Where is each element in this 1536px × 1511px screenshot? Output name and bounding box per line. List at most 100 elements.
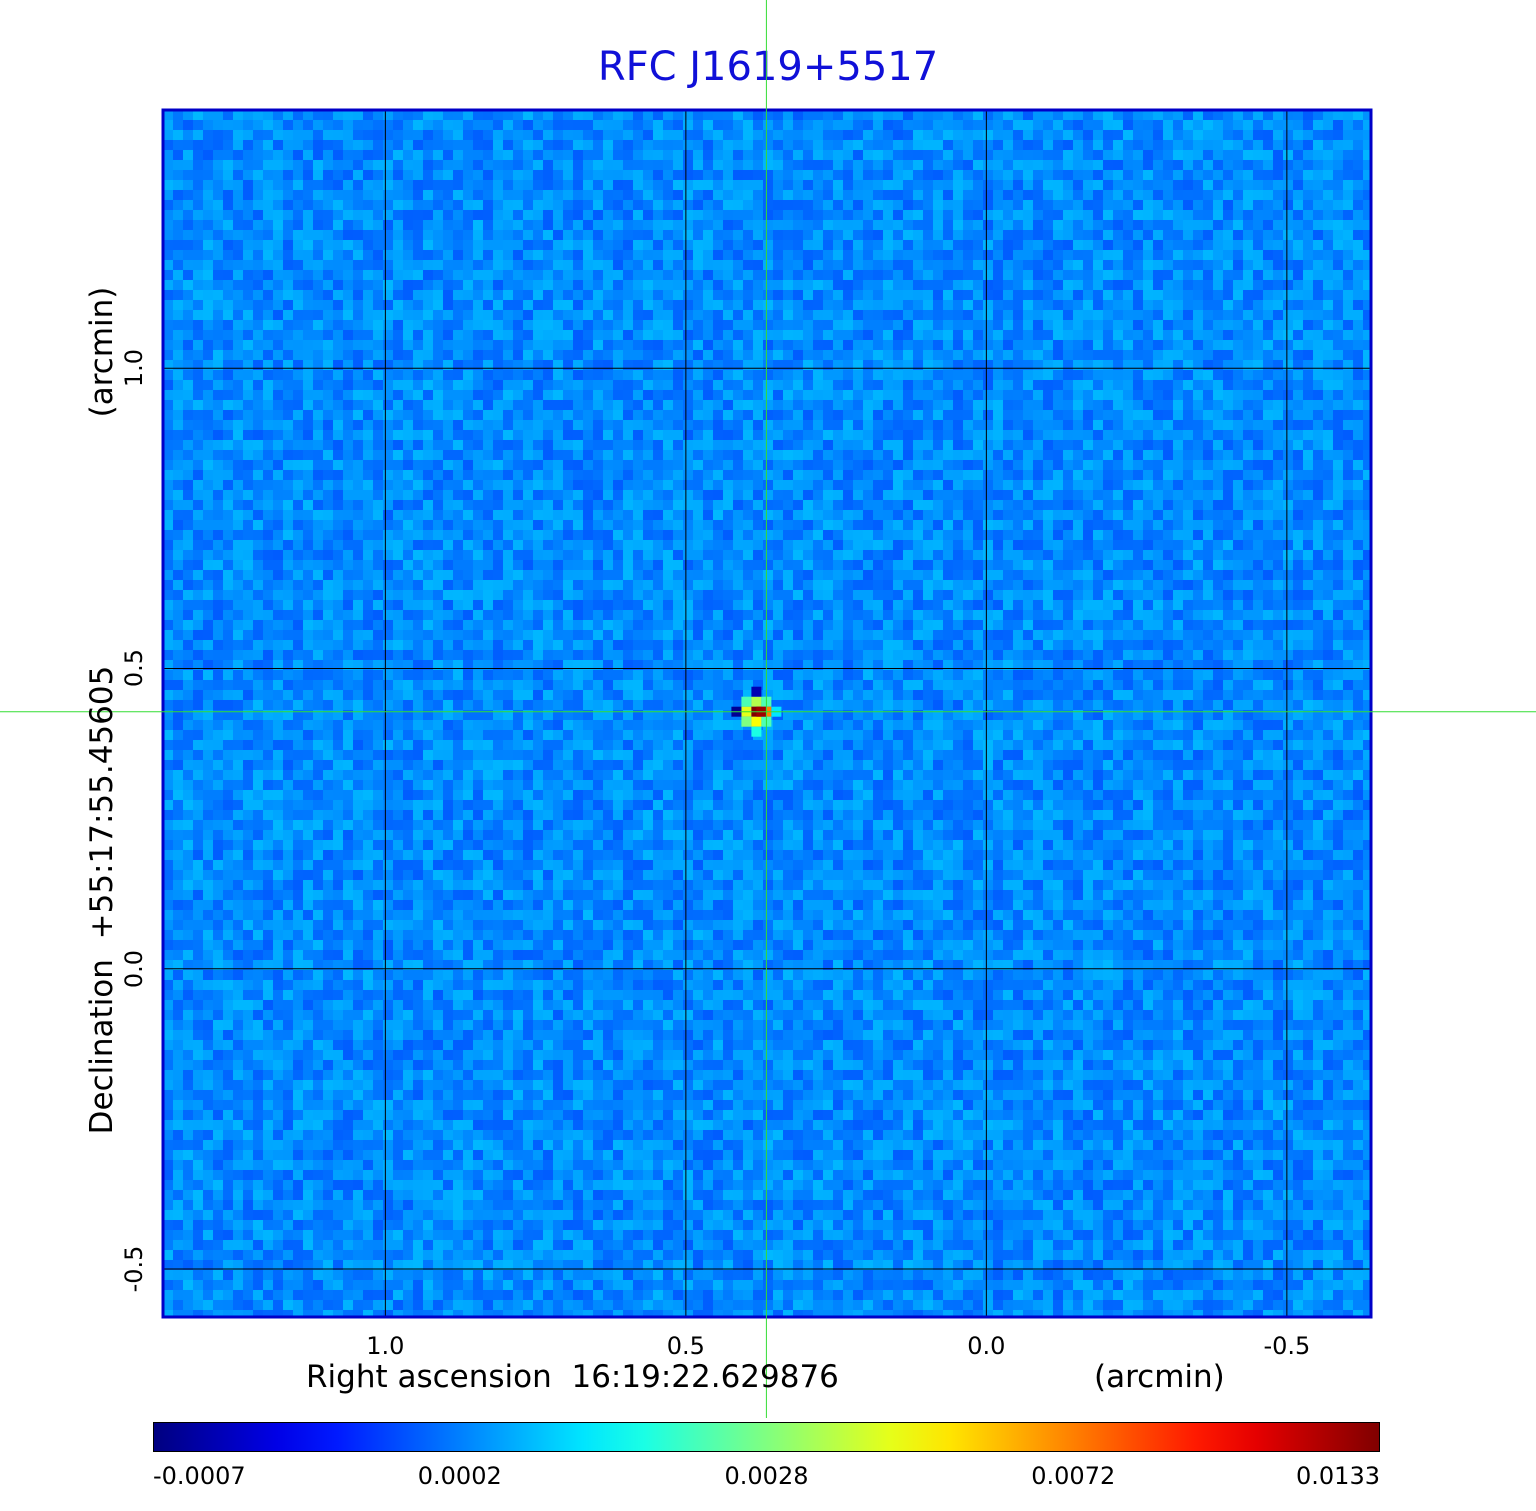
map-pixel [843,400,854,411]
map-pixel [623,370,634,381]
map-pixel [433,200,444,211]
map-pixel [943,440,954,451]
map-pixel [253,190,264,201]
map-pixel [413,350,424,361]
map-pixel [633,370,644,381]
map-pixel [1183,430,1194,441]
map-pixel [1343,120,1354,131]
map-pixel [873,240,884,251]
map-pixel [793,400,804,411]
map-pixel [433,300,444,311]
map-pixel [313,490,324,501]
map-pixel [713,270,724,281]
map-pixel [603,440,614,451]
map-pixel [693,150,704,161]
map-pixel [533,360,544,371]
map-pixel [613,370,624,381]
map-pixel [813,460,824,471]
map-pixel [1143,290,1154,301]
map-pixel [573,460,584,471]
map-pixel [953,290,964,301]
map-pixel [1123,370,1134,381]
map-pixel [1283,140,1294,151]
map-pixel [1113,130,1124,141]
map-pixel [443,210,454,221]
map-pixel [1013,170,1024,181]
map-pixel [673,390,684,401]
map-pixel [413,240,424,251]
map-pixel [523,110,534,121]
map-pixel [1003,230,1014,241]
map-pixel [653,140,664,151]
map-pixel [653,450,664,461]
map-pixel [1013,240,1024,251]
map-pixel [943,320,954,331]
map-pixel [823,370,834,381]
map-pixel [603,430,614,441]
map-pixel [383,510,394,521]
map-pixel [893,160,904,171]
map-pixel [1113,420,1124,431]
map-pixel [953,300,964,311]
map-pixel [683,180,694,191]
map-pixel [323,320,334,331]
map-pixel [403,320,414,331]
map-pixel [653,380,664,391]
map-pixel [903,370,914,381]
map-pixel [873,330,884,341]
map-pixel [503,270,514,281]
map-pixel [763,390,774,401]
map-pixel [933,490,944,501]
map-pixel [983,280,994,291]
map-pixel [433,380,444,391]
map-pixel [673,460,684,471]
map-pixel [603,380,614,391]
map-pixel [443,120,454,131]
map-pixel [843,320,854,331]
map-pixel [1013,510,1024,521]
map-pixel [193,200,204,211]
map-pixel [933,300,944,311]
map-pixel [1183,250,1194,261]
map-pixel [763,320,774,331]
map-pixel [753,120,764,131]
map-pixel [1043,310,1054,321]
map-pixel [373,520,384,531]
map-pixel [223,150,234,161]
map-pixel [1043,500,1054,511]
map-pixel [413,320,424,331]
map-pixel [223,220,234,231]
map-pixel [563,430,574,441]
map-pixel [253,410,264,421]
map-pixel [923,430,934,441]
map-pixel [1023,400,1034,411]
map-pixel [353,230,364,241]
map-pixel [1343,130,1354,141]
map-pixel [333,400,344,411]
map-pixel [723,200,734,211]
map-pixel [163,440,174,451]
map-pixel [163,310,174,321]
map-pixel [513,200,524,211]
map-pixel [953,240,964,251]
map-pixel [1123,310,1134,321]
map-pixel [703,490,714,501]
map-pixel [313,430,324,441]
map-pixel [1183,500,1194,511]
map-pixel [1293,400,1304,411]
map-pixel [663,200,674,211]
map-pixel [943,190,954,201]
map-pixel [463,230,474,241]
map-pixel [1253,490,1264,501]
map-pixel [273,510,284,521]
map-pixel [1183,480,1194,491]
map-pixel [1193,430,1204,441]
map-pixel [413,340,424,351]
map-pixel [893,130,904,141]
map-pixel [1023,440,1034,451]
map-pixel [783,410,794,421]
map-pixel [1333,460,1344,471]
map-pixel [333,230,344,241]
map-pixel [1163,130,1174,141]
map-pixel [1283,270,1294,281]
